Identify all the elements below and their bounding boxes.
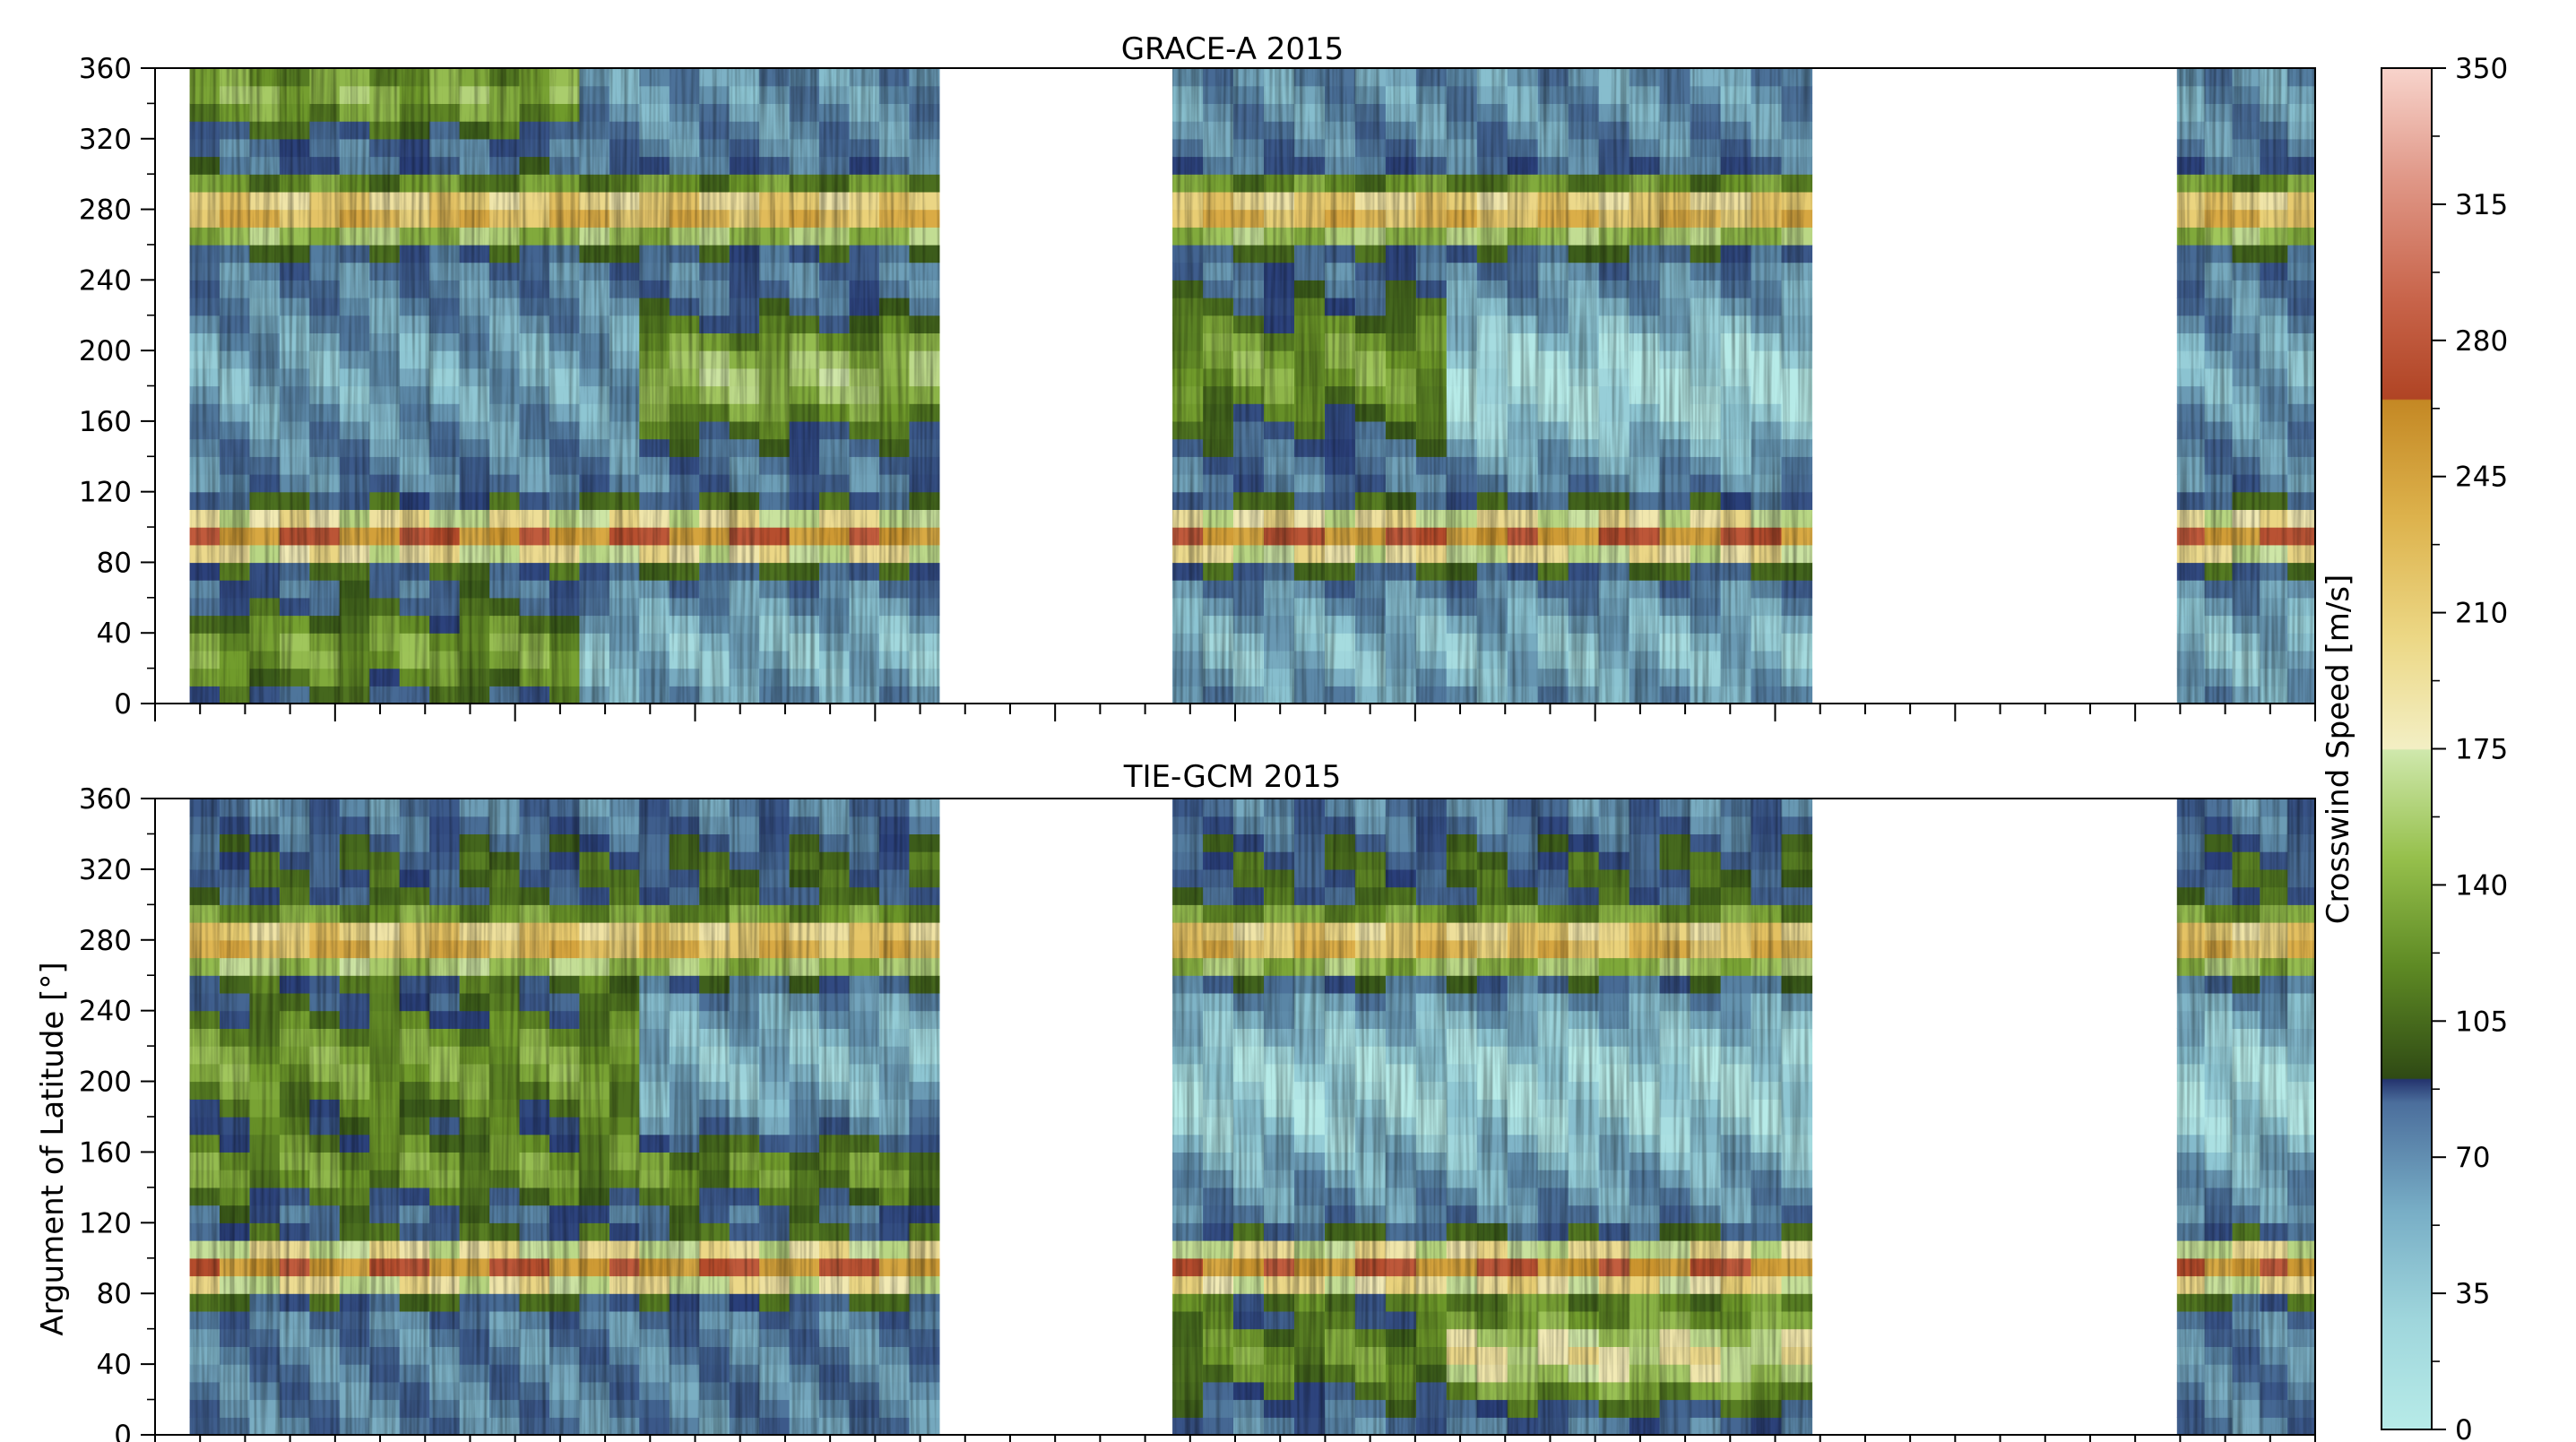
- y-tick-label: 40: [97, 617, 132, 650]
- y-tick-label: 240: [79, 264, 132, 297]
- colorbar-tick-label: 245: [2455, 462, 2508, 494]
- colorbar-tick-label: 315: [2455, 189, 2508, 221]
- y-tick-label: 160: [79, 1136, 132, 1169]
- heatmap-area: [189, 68, 2316, 704]
- colorbar: 0 35 70 105 140 175 210 245 280 315 350 Crosswind …: [2321, 53, 2508, 1442]
- y-axis-label: Argument of Latitude [°]: [35, 962, 71, 1335]
- y-axis: 0 40 80 120 160 200 240 280 320 360: [79, 53, 155, 721]
- colorbar-tick-label: 350: [2455, 53, 2508, 85]
- y-tick-label: 320: [79, 854, 132, 886]
- y-tick-label: 160: [79, 406, 132, 438]
- y-tick-label: 40: [97, 1349, 132, 1381]
- streak-texture: [2176, 799, 2315, 1435]
- y-tick-label: 280: [79, 194, 132, 227]
- data-block: [1172, 68, 1813, 704]
- streak-texture: [1172, 68, 1812, 704]
- y-tick-label: 120: [79, 477, 132, 509]
- panel-tiegcm: TIE-GCM 2015 04080120160200240280320360 …: [35, 759, 2316, 1442]
- y-tick-label: 360: [79, 53, 132, 85]
- colorbar-tick-label: 105: [2455, 1006, 2508, 1038]
- panel-title: TIE-GCM 2015: [1123, 759, 1342, 795]
- y-tick-label: 120: [79, 1207, 132, 1239]
- data-block: [2176, 68, 2316, 704]
- colorbar-tick-label: 0: [2455, 1414, 2473, 1442]
- x-axis: [154, 1435, 2316, 1442]
- data-block: [1172, 799, 1813, 1436]
- colorbar-label: Crosswind Speed [m/s]: [2321, 574, 2356, 925]
- y-tick-label: 0: [114, 688, 132, 721]
- data-block: [189, 799, 940, 1436]
- colorbar-tick-label: 70: [2455, 1142, 2490, 1174]
- colorbar-tick-label: 210: [2455, 598, 2508, 630]
- streak-texture: [189, 799, 939, 1435]
- streak-texture: [1172, 799, 1812, 1435]
- panel-grace: GRACE-A 2015 0 40 80 120 160 200 240 280 320 360: [79, 31, 2316, 721]
- colorbar-tick-label: 280: [2455, 325, 2508, 358]
- y-tick-label: 200: [79, 1066, 132, 1099]
- y-tick-label: 0: [114, 1420, 132, 1442]
- y-tick-label: 80: [97, 1278, 132, 1310]
- colorbar-tick-label: 35: [2455, 1278, 2490, 1310]
- panel-title: GRACE-A 2015: [1121, 31, 1344, 67]
- colorbar-gradient: [2381, 67, 2433, 1430]
- heatmap-area: [189, 799, 2316, 1436]
- y-tick-label: 320: [79, 124, 132, 156]
- data-block: [2176, 799, 2316, 1436]
- y-tick-label: 360: [79, 783, 132, 816]
- streak-texture: [2176, 68, 2315, 704]
- y-tick-label: 240: [79, 996, 132, 1028]
- data-block: [189, 68, 940, 704]
- y-tick-label: 280: [79, 925, 132, 957]
- y-tick-label: 80: [97, 547, 132, 579]
- streak-texture: [189, 68, 939, 704]
- colorbar-ticks: 0 35 70 105 140 175 210 245 280 315 350: [2432, 53, 2508, 1442]
- y-axis: 0 40 80 120 160 200 240 280 320 360: [79, 783, 155, 1442]
- colorbar-tick-label: 140: [2455, 869, 2508, 902]
- y-tick-label: 200: [79, 335, 132, 367]
- colorbar-tick-label: 175: [2455, 734, 2508, 766]
- x-axis: [154, 704, 2316, 721]
